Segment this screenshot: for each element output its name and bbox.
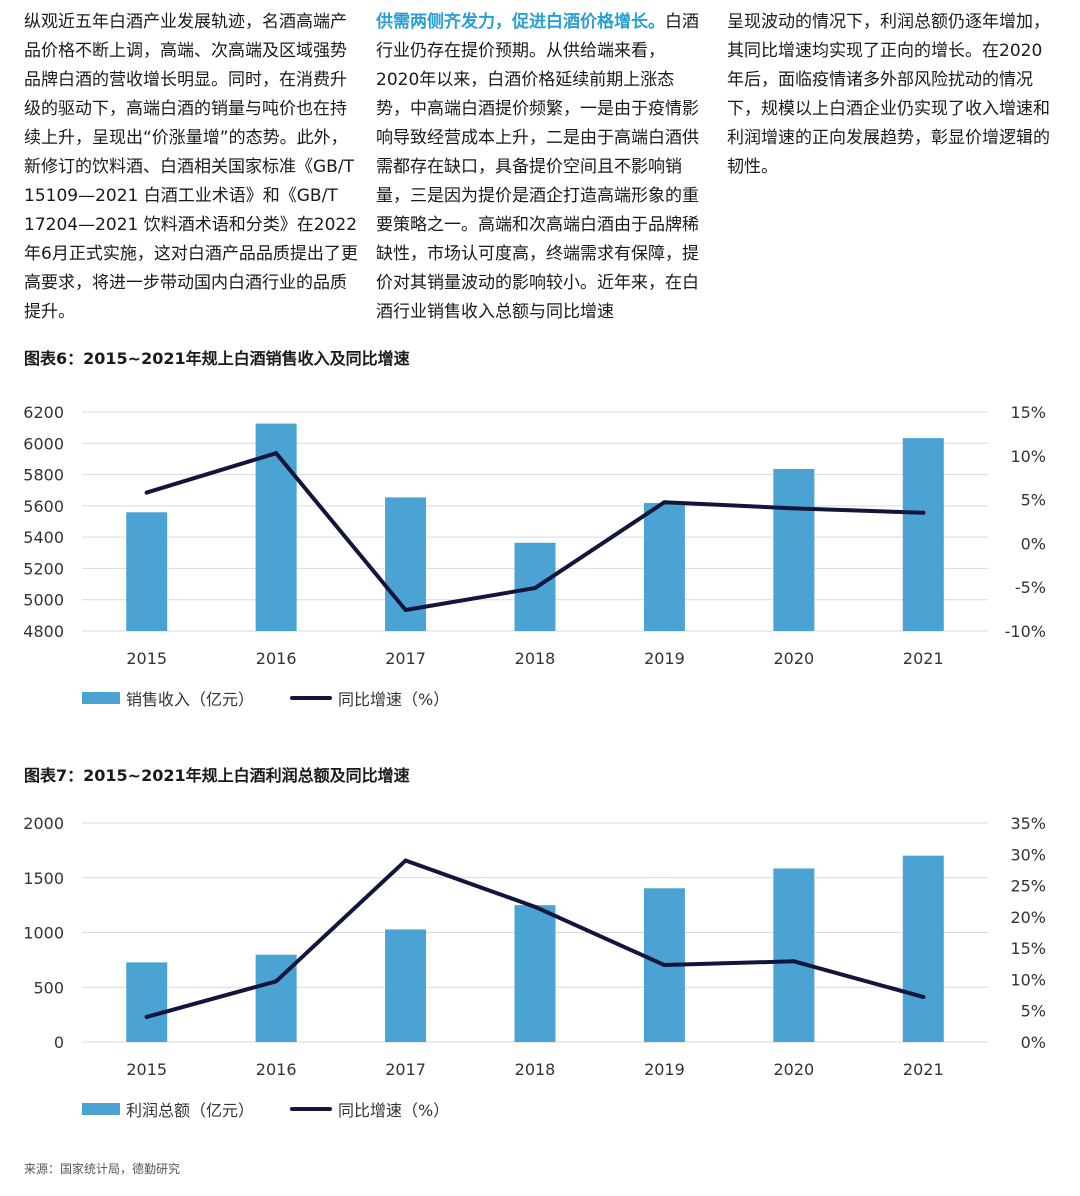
y-tick-label: 5200 — [23, 559, 64, 578]
growth-point — [791, 506, 796, 511]
y2-tick-label: 25% — [1010, 877, 1046, 896]
y-tick-label: 500 — [33, 978, 64, 997]
y2-tick-label: 0% — [1021, 1033, 1046, 1052]
x-tick-label: 2018 — [515, 1060, 556, 1079]
intro-paragraph-3: 呈现波动的情况下，利润总额仍逐年增加，其同比增速均实现了正向的增长。在2020年… — [727, 12, 1050, 177]
x-tick-label: 2021 — [903, 1060, 944, 1079]
x-tick-label: 2019 — [644, 1060, 685, 1079]
y-tick-label: 5000 — [23, 591, 64, 610]
y2-tick-label: 5% — [1021, 491, 1046, 510]
y2-tick-label: 15% — [1010, 939, 1046, 958]
y-tick-label: 5800 — [23, 466, 64, 485]
y2-tick-label: 10% — [1010, 447, 1046, 466]
legend-line-swatch — [290, 1107, 333, 1111]
bar — [126, 962, 168, 1042]
x-tick-label: 2020 — [773, 649, 814, 668]
chart1-legend: 销售收入（亿元） 同比增速（%） — [82, 686, 449, 710]
growth-point — [662, 500, 667, 505]
y-tick-label: 1500 — [23, 869, 64, 888]
growth-point — [533, 586, 537, 591]
x-tick-label: 2018 — [515, 649, 556, 668]
profit-chart: 2000 1500 1000 500 0 35% 30% 25% 20% 15% 10% 5% 0% 20… — [23, 814, 1046, 1079]
growth-point — [791, 959, 796, 964]
y-tick-label: 6000 — [23, 434, 64, 453]
bar — [643, 503, 685, 631]
y2-tick-label: 5% — [1021, 1002, 1046, 1021]
bar — [902, 438, 944, 631]
x-tick-label: 2015 — [126, 649, 167, 668]
y-tick-label: 0 — [54, 1033, 64, 1052]
intro-paragraph-1: 纵观近五年白酒产业发展轨迹，名酒高端产品价格不断上调，高端、次高端及区域强势品牌… — [24, 12, 358, 322]
growth-point — [274, 451, 279, 456]
growth-point — [662, 963, 667, 968]
intro-text-column-2: 供需两侧齐发力，促进白酒价格增长。白酒行业仍存在提价预期。从供给端来看，2020… — [376, 8, 706, 327]
legend-line-label: 同比增速（%） — [338, 1101, 450, 1120]
growth-point — [274, 979, 279, 984]
legend-bar-swatch — [82, 692, 120, 704]
y2-tick-label: 15% — [1010, 403, 1046, 422]
chart1-title: 图表6：2015~2021年规上白酒销售收入及同比增速 — [24, 349, 410, 368]
bar — [385, 929, 427, 1042]
revenue-chart: 6200 6000 5800 5600 5400 5200 5000 4800 15% 10% 5%… — [23, 403, 1046, 668]
y2-tick-label: 10% — [1010, 970, 1046, 989]
legend-line-label: 同比增速（%） — [338, 690, 450, 709]
chart2-legend: 利润总额（亿元） 同比增速（%） — [82, 1097, 449, 1121]
bar — [514, 905, 556, 1042]
legend-bar-label: 利润总额（亿元） — [126, 1101, 255, 1120]
y2-tick-label: 30% — [1010, 845, 1046, 864]
y2-tick-label: 0% — [1021, 534, 1046, 553]
legend-bar-swatch — [82, 1103, 120, 1115]
growth-point — [403, 607, 408, 612]
intro-paragraph-2: 白酒行业仍存在提价预期。从供给端来看，2020年以来，白酒价格延续前期上涨态势，… — [376, 12, 699, 322]
y2-tick-label: 20% — [1010, 908, 1046, 927]
growth-point — [921, 510, 926, 515]
x-tick-label: 2021 — [903, 649, 944, 668]
y-tick-label: 5400 — [23, 528, 64, 547]
x-tick-label: 2016 — [256, 649, 297, 668]
bar — [902, 855, 944, 1042]
growth-point — [144, 1014, 149, 1019]
x-tick-label: 2016 — [256, 1060, 297, 1079]
bar — [773, 468, 815, 631]
y-tick-label: 2000 — [23, 814, 64, 833]
x-tick-label: 2017 — [385, 649, 426, 668]
x-tick-label: 2020 — [773, 1060, 814, 1079]
y-tick-label: 4800 — [23, 622, 64, 641]
bar — [126, 512, 168, 631]
y2-tick-label: 35% — [1010, 814, 1046, 833]
y2-tick-label: -10% — [1005, 622, 1046, 641]
growth-point — [533, 904, 537, 909]
source-note: 来源：国家统计局，德勤研究 — [24, 1162, 181, 1176]
y2-tick-label: -5% — [1015, 578, 1046, 597]
x-tick-label: 2019 — [644, 649, 685, 668]
legend-bar-label: 销售收入（亿元） — [126, 690, 255, 709]
growth-point — [921, 994, 926, 999]
y-tick-label: 6200 — [23, 403, 64, 422]
y-tick-label: 1000 — [23, 924, 64, 943]
x-tick-label: 2015 — [126, 1060, 167, 1079]
intro-text-column-1: 纵观近五年白酒产业发展轨迹，名酒高端产品价格不断上调，高端、次高端及区域强势品牌… — [24, 8, 360, 327]
section-heading: 供需两侧齐发力，促进白酒价格增长。 — [376, 12, 665, 32]
intro-text-column-3: 呈现波动的情况下，利润总额仍逐年增加，其同比增速均实现了正向的增长。在2020年… — [727, 8, 1057, 182]
x-tick-label: 2017 — [385, 1060, 426, 1079]
growth-point — [144, 490, 149, 495]
y-tick-label: 5600 — [23, 497, 64, 516]
growth-point — [403, 858, 408, 863]
bar — [773, 868, 815, 1042]
chart2-title: 图表7：2015~2021年规上白酒利润总额及同比增速 — [24, 766, 410, 785]
legend-line-swatch — [290, 696, 333, 700]
